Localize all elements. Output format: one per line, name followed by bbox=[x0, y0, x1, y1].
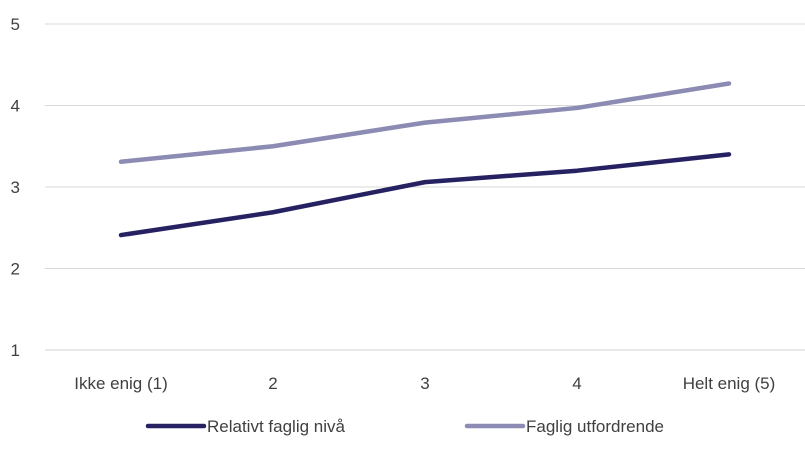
legend: Relativt faglig nivå Faglig utfordrende bbox=[148, 417, 664, 436]
legend-label: Faglig utfordrende bbox=[526, 417, 664, 436]
series-lines bbox=[121, 83, 729, 235]
series-line-1 bbox=[121, 154, 729, 235]
y-tick-label: 2 bbox=[11, 260, 20, 279]
x-tick-label: 2 bbox=[268, 374, 277, 393]
x-tick-label: Ikke enig (1) bbox=[74, 374, 168, 393]
y-tick-label: 4 bbox=[11, 97, 20, 116]
y-tick-label: 3 bbox=[11, 178, 20, 197]
y-tick-label: 1 bbox=[11, 341, 20, 360]
y-axis-ticks: 1 2 3 4 5 bbox=[11, 15, 20, 360]
x-axis-ticks: Ikke enig (1) 2 3 4 Helt enig (5) bbox=[74, 374, 775, 393]
y-tick-label: 5 bbox=[11, 15, 20, 34]
x-tick-label: 3 bbox=[420, 374, 429, 393]
legend-label: Relativt faglig nivå bbox=[207, 417, 346, 436]
x-tick-label: Helt enig (5) bbox=[683, 374, 776, 393]
x-tick-label: 4 bbox=[572, 374, 581, 393]
gridlines bbox=[45, 24, 805, 350]
